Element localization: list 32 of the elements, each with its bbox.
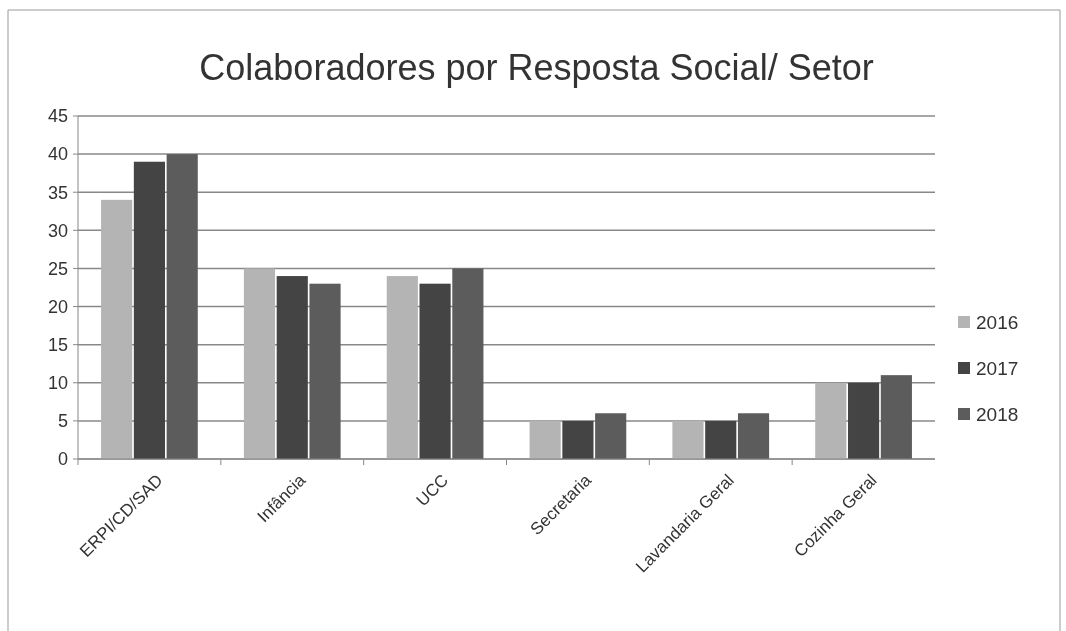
bar (562, 420, 594, 459)
y-tick-label: 15 (47, 334, 68, 355)
bar (386, 276, 418, 459)
legend-label: 2018 (976, 403, 1019, 425)
chart-title: Colaboradores por Resposta Social/ Setor (199, 47, 874, 88)
legend-label: 2017 (976, 357, 1019, 379)
bar (705, 420, 737, 459)
bar (133, 161, 165, 459)
bar (595, 413, 627, 459)
y-tick-label: 40 (47, 144, 68, 165)
bar (452, 268, 484, 459)
y-tick-label: 5 (57, 411, 68, 432)
bar (309, 283, 341, 459)
bar (529, 420, 561, 459)
y-tick-label: 0 (57, 449, 68, 470)
y-tick-label: 25 (47, 258, 68, 279)
bar (880, 375, 912, 459)
bar (166, 154, 198, 459)
y-tick-label: 10 (47, 373, 68, 394)
bar (815, 382, 847, 459)
y-tick-label: 30 (47, 220, 68, 241)
bar (243, 268, 276, 459)
bar (419, 283, 451, 459)
bar (276, 276, 308, 459)
bar (737, 413, 770, 459)
bar (101, 199, 133, 459)
y-tick-label: 20 (47, 296, 68, 317)
bar (848, 382, 880, 459)
y-tick-label: 35 (47, 182, 68, 203)
legend-label: 2016 (976, 311, 1019, 333)
bar (672, 420, 704, 459)
y-tick-label: 45 (47, 106, 68, 127)
